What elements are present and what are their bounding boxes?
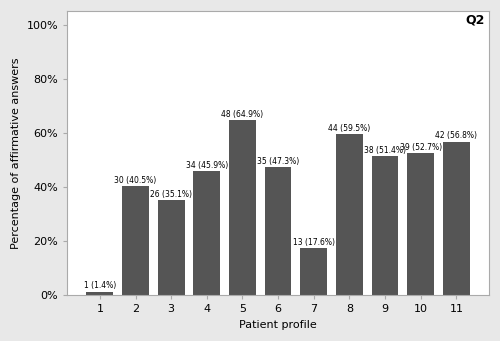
- Bar: [122, 186, 149, 295]
- Text: 38 (51.4%): 38 (51.4%): [364, 146, 406, 155]
- Text: 35 (47.3%): 35 (47.3%): [257, 157, 299, 166]
- X-axis label: Patient profile: Patient profile: [239, 320, 317, 330]
- Bar: [158, 200, 184, 295]
- Text: 44 (59.5%): 44 (59.5%): [328, 124, 370, 133]
- Text: 42 (56.8%): 42 (56.8%): [436, 132, 478, 140]
- Text: 1 (1.4%): 1 (1.4%): [84, 281, 116, 291]
- Bar: [194, 171, 220, 295]
- Bar: [86, 292, 113, 295]
- Bar: [264, 167, 291, 295]
- Bar: [408, 153, 434, 295]
- Bar: [300, 248, 327, 295]
- Text: 48 (64.9%): 48 (64.9%): [222, 109, 264, 119]
- Bar: [229, 120, 256, 295]
- Y-axis label: Percentage of affirmative answers: Percentage of affirmative answers: [11, 57, 21, 249]
- Text: 26 (35.1%): 26 (35.1%): [150, 190, 192, 199]
- Bar: [372, 156, 398, 295]
- Text: 13 (17.6%): 13 (17.6%): [293, 238, 335, 247]
- Text: 30 (40.5%): 30 (40.5%): [114, 176, 156, 184]
- Bar: [336, 134, 363, 295]
- Text: 34 (45.9%): 34 (45.9%): [186, 161, 228, 170]
- Bar: [443, 142, 469, 295]
- Text: 39 (52.7%): 39 (52.7%): [400, 143, 442, 152]
- Text: Q2: Q2: [466, 14, 484, 27]
